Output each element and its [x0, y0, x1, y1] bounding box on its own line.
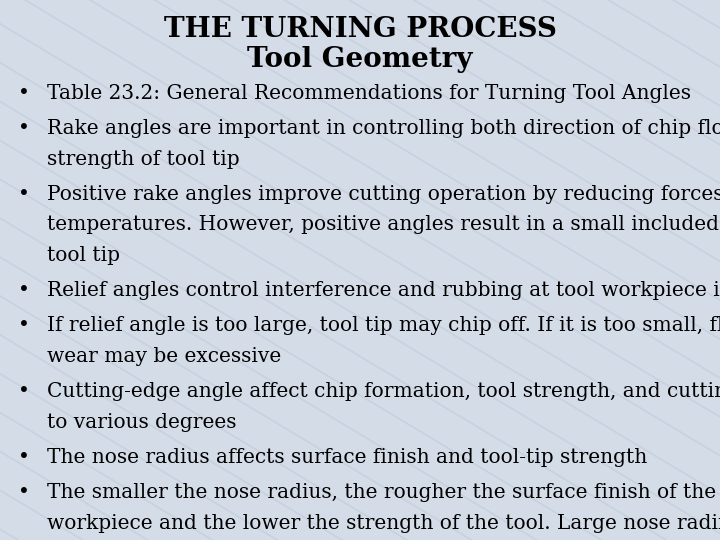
- Text: •: •: [18, 483, 30, 502]
- Text: workpiece and the lower the strength of the tool. Large nose radii can lead: workpiece and the lower the strength of …: [47, 514, 720, 533]
- Text: Rake angles are important in controlling both direction of chip flow and: Rake angles are important in controlling…: [47, 119, 720, 138]
- Text: Table 23.2: General Recommendations for Turning Tool Angles: Table 23.2: General Recommendations for …: [47, 84, 690, 103]
- Text: wear may be excessive: wear may be excessive: [47, 347, 281, 366]
- Text: •: •: [18, 316, 30, 335]
- Text: Positive rake angles improve cutting operation by reducing forces and: Positive rake angles improve cutting ope…: [47, 185, 720, 204]
- Text: •: •: [18, 281, 30, 300]
- Text: Cutting-edge angle affect chip formation, tool strength, and cutting forces: Cutting-edge angle affect chip formation…: [47, 382, 720, 401]
- Text: The nose radius affects surface finish and tool-tip strength: The nose radius affects surface finish a…: [47, 448, 647, 467]
- Text: •: •: [18, 119, 30, 138]
- Text: The smaller the nose radius, the rougher the surface finish of the: The smaller the nose radius, the rougher…: [47, 483, 716, 502]
- Text: Relief angles control interference and rubbing at tool workpiece interface: Relief angles control interference and r…: [47, 281, 720, 300]
- Text: to various degrees: to various degrees: [47, 413, 236, 432]
- Text: •: •: [18, 84, 30, 103]
- Text: temperatures. However, positive angles result in a small included angle of: temperatures. However, positive angles r…: [47, 215, 720, 234]
- Text: Tool Geometry: Tool Geometry: [247, 46, 473, 73]
- Text: •: •: [18, 382, 30, 401]
- Text: •: •: [18, 448, 30, 467]
- Text: tool tip: tool tip: [47, 246, 120, 265]
- Text: THE TURNING PROCESS: THE TURNING PROCESS: [163, 16, 557, 43]
- Text: strength of tool tip: strength of tool tip: [47, 150, 240, 168]
- Text: If relief angle is too large, tool tip may chip off. If it is too small, flank: If relief angle is too large, tool tip m…: [47, 316, 720, 335]
- Text: •: •: [18, 185, 30, 204]
